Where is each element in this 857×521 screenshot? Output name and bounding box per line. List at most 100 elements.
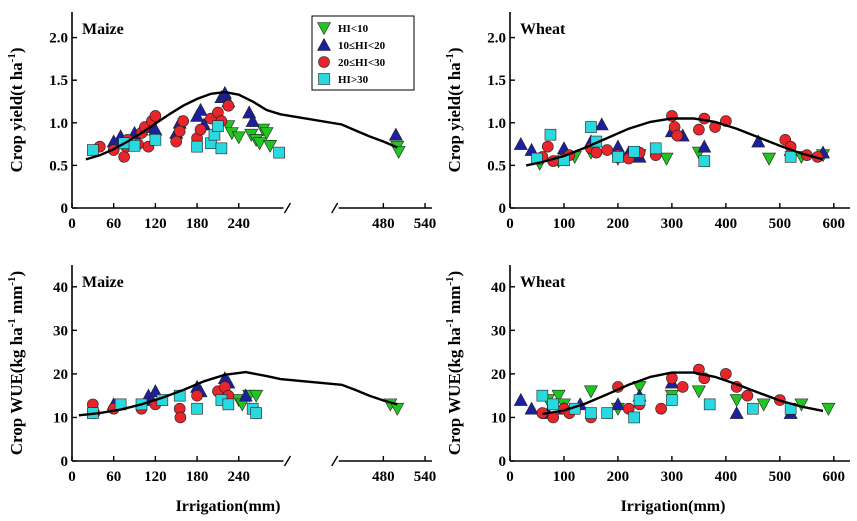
data-point [601,407,613,419]
data-point [252,137,267,151]
data-point [212,120,224,132]
x-tick-label: 0 [68,216,76,232]
y-tick-label: 20 [53,367,68,383]
data-point [751,134,766,148]
data-point [594,117,609,131]
data-point [747,402,759,415]
y-axis-label-text: Crop yield(t ha [445,62,464,173]
y-tick-label: 30 [491,323,506,339]
fit-curve [525,117,824,167]
data-point [698,155,711,167]
y-axis-label-text: mm [7,286,26,319]
data-point [118,151,130,163]
axis-break-mark [331,202,339,214]
y-axis-label-text: Crop WUE(kg ha [445,327,464,455]
y-axis-label-text: ) [445,271,464,277]
data-point [193,102,208,116]
x-tick-label: 180 [186,469,209,485]
data-point [222,99,235,112]
y-tick-label: 40 [491,280,506,296]
y-tick-label: 10 [53,410,68,426]
data-point [703,398,716,411]
x-tick-label: 0 [506,216,514,232]
data-point [633,394,646,406]
data-point [756,398,771,412]
axis-break-mark [283,202,292,214]
data-point [194,123,207,136]
data-point [250,407,262,419]
x-tick-label: 500 [769,216,792,232]
data-point [821,402,836,416]
y-tick-label: 0 [61,201,69,217]
y-tick-label: 2.0 [49,31,68,47]
panel-label: Maize [82,21,124,38]
data-point [391,145,406,159]
data-point [245,113,260,127]
axis-break-mark [331,455,339,467]
x-tick-label: 240 [228,469,251,485]
data-point [612,151,624,163]
legend-marker [316,22,332,36]
legend: HI<10 10≤HI<20 20≤HI<30 HI>30 [311,15,415,91]
y-tick-label: 40 [53,280,68,296]
fit-curve [85,90,398,161]
x-tick-label: 600 [823,469,846,485]
data-point [583,385,598,399]
data-point [784,151,797,163]
y-tick-label: 30 [53,323,68,339]
y-axis-label: Crop yield(t ha-1) [6,47,26,172]
y-tick-label: 0.5 [487,158,506,174]
y-tick-label: 0.5 [49,158,68,174]
data-point [536,389,549,402]
y-tick-label: 10 [491,410,506,426]
x-tick-label: 400 [715,469,738,485]
panel-label: Wheat [520,21,566,38]
x-tick-label: 0 [68,469,76,485]
legend-label: 20≤HI<30 [338,57,386,69]
data-point [610,397,625,411]
x-tick-label: 480 [372,469,395,485]
data-point [676,381,689,393]
data-point [655,402,667,415]
x-tick-label: 600 [823,216,846,232]
y-axis-label-exponent: -1 [444,53,456,62]
y-tick-label: 1.0 [49,116,68,132]
y-axis-label-text: mm [445,286,464,319]
data-point [628,411,640,424]
x-tick-label: 200 [607,469,630,485]
y-tick-label: 1.5 [49,73,68,89]
x-axis-title-right: Irrigation(mm) [621,498,726,515]
legend-label: HI<10 [338,23,369,35]
data-point [191,402,203,415]
y-tick-label: 0 [499,201,507,217]
legend-label: HI>30 [338,74,369,86]
legend-label: 10≤HI<20 [338,40,386,52]
x-tick-label: 0 [506,469,514,485]
data-point [238,388,253,402]
y-axis-label-exponent: -1 [6,276,18,285]
x-tick-label: 200 [607,216,630,232]
data-point [544,128,557,141]
y-tick-label: 20 [491,367,506,383]
y-axis-label: Crop WUE(kg ha-1 mm-1) [444,271,464,455]
x-tick-label: 300 [661,216,684,232]
legend-marker [318,73,330,85]
y-axis-label-exponent: -1 [6,53,18,62]
data-point [215,142,228,155]
x-tick-label: 60 [106,216,121,232]
x-axis-title-left: Irrigation(mm) [176,498,281,515]
data-point [174,411,187,424]
data-point [222,398,235,411]
chart-panel-2: 0 0.5 1.0 1.5 2.0 0 100 200 300 400 500 600 Crop yie… [444,12,850,232]
data-point [513,136,528,150]
axis-break-gap [286,202,336,214]
x-tick-label: 400 [715,216,738,232]
data-point [388,127,403,141]
data-point [585,121,597,133]
y-tick-label: 1.0 [487,116,506,132]
x-tick-label: 120 [144,469,167,485]
data-point [729,405,744,419]
axis-break-mark [283,455,292,467]
